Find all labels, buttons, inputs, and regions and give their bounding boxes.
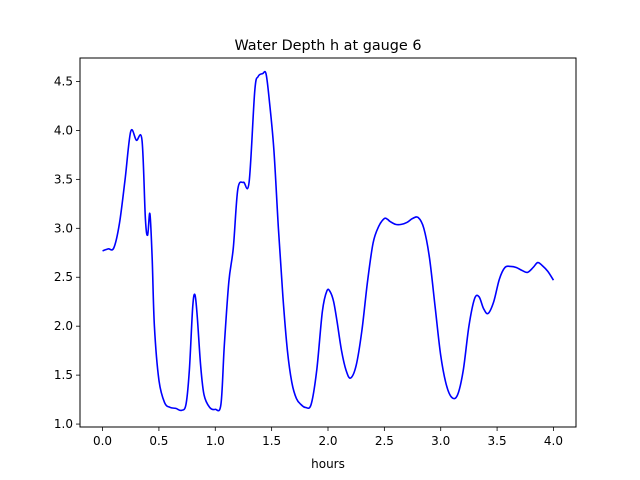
y-tick-label: 1.0 (54, 417, 73, 431)
x-tick-label: 2.0 (318, 434, 337, 448)
x-tick-label: 3.0 (431, 434, 450, 448)
x-tick-label: 0.5 (149, 434, 168, 448)
x-tick-label: 1.5 (262, 434, 281, 448)
x-axis-label: hours (311, 457, 345, 471)
x-tick-label: 3.5 (488, 434, 507, 448)
series-line-0 (102, 70, 555, 412)
x-tick-label: 2.5 (375, 434, 394, 448)
chart-title: Water Depth h at gauge 6 (234, 38, 421, 54)
axis-ticks: 0.0 0.5 1.0 1.5 2.0 2.5 3.0 3.5 4.0 1.0 1.5 2.0 2.5 3… (54, 74, 563, 448)
plot-frame (79, 57, 577, 428)
y-tick-label: 4.5 (54, 74, 73, 88)
plot-area (102, 70, 555, 412)
x-tick-label: 4.0 (544, 434, 563, 448)
y-tick-label: 3.0 (54, 221, 73, 235)
x-tick-label: 0.0 (93, 434, 112, 448)
y-tick-label: 2.0 (54, 319, 73, 333)
y-tick-label: 1.5 (54, 368, 73, 382)
y-tick-label: 2.5 (54, 270, 73, 284)
y-tick-label: 4.0 (54, 123, 73, 137)
y-tick-label: 3.5 (54, 172, 73, 186)
x-tick-label: 1.0 (206, 434, 225, 448)
